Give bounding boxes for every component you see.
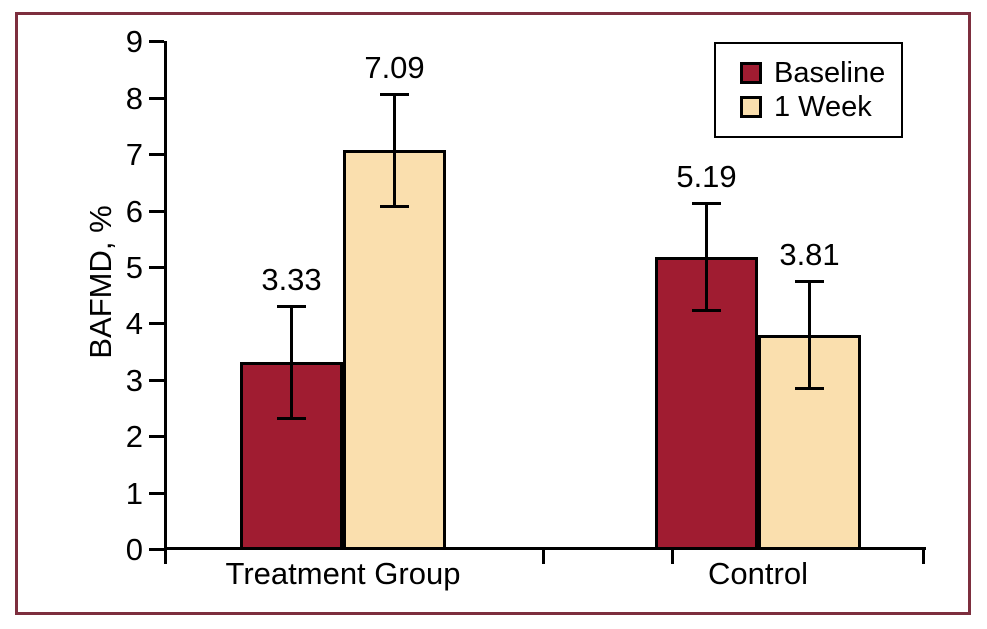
error-bar (705, 203, 708, 312)
y-tick (149, 491, 164, 495)
legend-item-baseline: Baseline (716, 56, 901, 90)
legend-label-1-week: 1 Week (774, 91, 872, 123)
legend: Baseline 1 Week (714, 42, 903, 138)
error-bar (290, 305, 293, 419)
y-tick (149, 435, 164, 439)
legend-item-1-week: 1 Week (716, 90, 901, 124)
value-label-treatment-group-baseline: 3.33 (261, 261, 322, 297)
y-tick-label: 6 (125, 193, 143, 229)
y-tick (149, 548, 164, 551)
bar-control-1-week (758, 335, 861, 550)
x-label-treatment-group: Treatment Group (225, 556, 461, 591)
error-bar-cap-top (692, 202, 721, 206)
y-tick-label: 8 (125, 80, 143, 116)
y-tick (149, 40, 164, 44)
x-tick (671, 547, 674, 564)
error-bar-cap-bottom (277, 416, 306, 420)
value-label-control-1-week: 3.81 (779, 236, 840, 272)
y-tick-label: 4 (125, 306, 143, 342)
y-tick-label: 0 (125, 532, 143, 567)
y-tick-label: 2 (125, 419, 143, 455)
error-bar (808, 280, 811, 390)
legend-label-baseline: Baseline (774, 57, 886, 89)
y-tick-label: 1 (125, 475, 143, 511)
bar-treatment-group-baseline (240, 362, 343, 550)
y-tick-label: 3 (125, 362, 143, 398)
y-tick (149, 322, 164, 326)
error-bar-cap-bottom (692, 309, 721, 313)
y-tick (149, 209, 164, 213)
x-axis (164, 547, 926, 550)
y-tick (149, 96, 164, 100)
legend-swatch-1-week (740, 96, 762, 118)
y-tick (149, 378, 164, 382)
x-label-control: Control (708, 556, 808, 591)
y-tick-label: 9 (125, 24, 143, 60)
x-tick (922, 547, 925, 564)
x-tick (542, 547, 545, 564)
bar-treatment-group-1-week (343, 150, 446, 550)
error-bar-cap-top (795, 279, 824, 283)
y-tick-label: 7 (125, 137, 143, 173)
y-axis (164, 41, 167, 564)
error-bar-cap-top (277, 304, 306, 308)
y-tick-label: 5 (125, 250, 143, 285)
error-bar-cap-top (380, 92, 409, 96)
y-tick (149, 153, 164, 157)
figure-border (15, 12, 971, 615)
value-label-treatment-group-1-week: 7.09 (364, 49, 425, 85)
error-bar-cap-bottom (795, 387, 824, 391)
error-bar-cap-bottom (380, 204, 409, 208)
value-label-control-baseline: 5.19 (676, 159, 737, 195)
legend-swatch-baseline (740, 62, 762, 84)
y-tick (149, 266, 164, 269)
error-bar (393, 93, 396, 207)
